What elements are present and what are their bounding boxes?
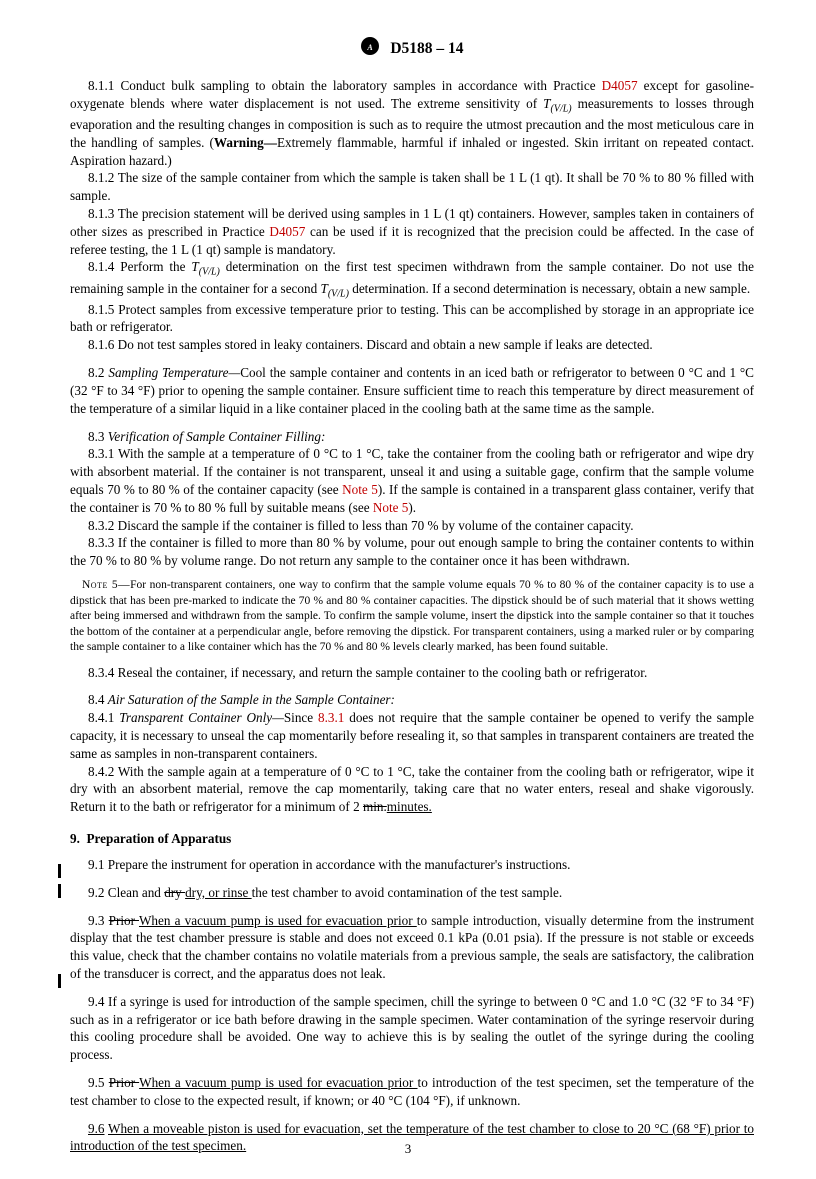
symbol: T [191, 259, 198, 274]
page-number: 3 [0, 1140, 816, 1158]
clause-number: 8.3 [88, 429, 104, 444]
section-number: 9. [70, 831, 80, 846]
underlined-text: When a vacuum pump is used for evacuatio… [139, 913, 417, 928]
change-bar [58, 884, 61, 898]
change-bar [58, 974, 61, 988]
clause-number: 8.1.5 [88, 302, 114, 317]
clause-number: 9.2 [88, 885, 104, 900]
para-9-4: 9.4 If a syringe is used for introductio… [70, 993, 754, 1064]
para-9-2: 9.2 Clean and dry dry, or rinse the test… [70, 884, 754, 902]
change-bar [58, 864, 61, 878]
para-9-1: 9.1 Prepare the instrument for operation… [70, 856, 754, 874]
clause-number: 9.3 [88, 913, 104, 928]
clause-number: 8.1.2 [88, 170, 114, 185]
text: the test chamber to avoid contamination … [252, 885, 563, 900]
subhead: Verification of Sample Container Filling… [108, 429, 326, 444]
para-8-2: 8.2 Sampling Temperature—Cool the sample… [70, 364, 754, 417]
underlined-text: dry, or rinse [185, 885, 252, 900]
clause-number: 8.3.4 [88, 665, 114, 680]
text: Perform the [120, 259, 191, 274]
text: determination. If a second determination… [349, 281, 750, 296]
clause-number: 8.1.4 [88, 259, 114, 274]
subhead: Transparent Container Only— [119, 710, 284, 725]
note-link[interactable]: Note 5 [373, 500, 409, 515]
subhead: Air Saturation of the Sample in the Samp… [108, 692, 395, 707]
strikethrough-text: Prior [109, 913, 139, 928]
text: ). [408, 500, 416, 515]
text: Reseal the container, if necessary, and … [118, 665, 648, 680]
strikethrough-text: dry [164, 885, 185, 900]
para-8-1-5: 8.1.5 Protect samples from excessive tem… [70, 301, 754, 337]
para-8-1-6: 8.1.6 Do not test samples stored in leak… [70, 336, 754, 354]
page-header: A D5188 – 14 [70, 36, 754, 63]
subscript: (V/L) [328, 288, 349, 299]
subhead: Sampling Temperature— [108, 365, 240, 380]
text: Do not test samples stored in leaky cont… [118, 337, 653, 352]
clause-number: 9.4 [88, 994, 104, 1009]
para-9-5: 9.5 Prior When a vacuum pump is used for… [70, 1074, 754, 1110]
para-8-3-3: 8.3.3 If the container is filled to more… [70, 534, 754, 570]
para-8-4-2: 8.4.2 With the sample again at a tempera… [70, 763, 754, 816]
reference-link[interactable]: D4057 [602, 78, 638, 93]
symbol: T [543, 96, 550, 111]
strikethrough-text: Prior [109, 1075, 139, 1090]
clause-number: 8.3.2 [88, 518, 114, 533]
clause-number: 8.1.1 [88, 78, 114, 93]
para-8-1-3: 8.1.3 The precision statement will be de… [70, 205, 754, 258]
astm-logo-icon: A [360, 36, 380, 63]
section-title: Preparation of Apparatus [86, 831, 231, 846]
clause-number: 8.2 [88, 365, 104, 380]
text: Conduct bulk sampling to obtain the labo… [120, 78, 601, 93]
clause-number: 9.1 [88, 857, 104, 872]
clause-number: 9.6 [88, 1121, 104, 1136]
text: Protect samples from excessive temperatu… [70, 302, 754, 335]
para-8-4-1: 8.4.1 Transparent Container Only—Since 8… [70, 709, 754, 762]
clause-number: 8.1.3 [88, 206, 114, 221]
text: Since [284, 710, 318, 725]
para-8-4: 8.4 Air Saturation of the Sample in the … [70, 691, 754, 709]
para-8-1-4: 8.1.4 Perform the T(V/L) determination o… [70, 258, 754, 300]
strikethrough-text: min. [363, 799, 387, 814]
text: The size of the sample container from wh… [70, 170, 754, 203]
symbol: T [320, 281, 327, 296]
clause-number: 8.4.1 [88, 710, 114, 725]
svg-text:A: A [367, 43, 374, 52]
clause-number: 8.1.6 [88, 337, 114, 352]
clause-number: 8.3.1 [88, 446, 114, 461]
clause-number: 8.4 [88, 692, 104, 707]
text: Prepare the instrument for operation in … [108, 857, 571, 872]
para-8-3-2: 8.3.2 Discard the sample if the containe… [70, 517, 754, 535]
subscript: (V/L) [551, 103, 572, 114]
para-8-3-1: 8.3.1 With the sample at a temperature o… [70, 445, 754, 516]
clause-number: 8.4.2 [88, 764, 114, 779]
note-5: Note 5—For non-transparent containers, o… [70, 578, 754, 656]
warning-label: Warning— [214, 135, 277, 150]
reference-link[interactable]: 8.3.1 [318, 710, 344, 725]
para-8-1-2: 8.1.2 The size of the sample container f… [70, 169, 754, 205]
reference-link[interactable]: D4057 [269, 224, 305, 239]
document-page: A D5188 – 14 8.1.1 Conduct bulk sampling… [0, 0, 816, 1179]
para-8-3-4: 8.3.4 Reseal the container, if necessary… [70, 664, 754, 682]
para-8-3: 8.3 Verification of Sample Container Fil… [70, 428, 754, 446]
clause-number: 9.5 [88, 1075, 104, 1090]
text: If the container is filled to more than … [70, 535, 754, 568]
note-text: For non-transparent containers, one way … [70, 579, 754, 653]
subscript: (V/L) [199, 267, 220, 278]
clause-number: 8.3.3 [88, 535, 114, 550]
underlined-text: When a vacuum pump is used for evacuatio… [139, 1075, 417, 1090]
underlined-text: minutes. [387, 799, 432, 814]
text: If a syringe is used for introduction of… [70, 994, 754, 1062]
text: Discard the sample if the container is f… [118, 518, 634, 533]
designation: D5188 – 14 [390, 40, 463, 57]
para-8-1-1: 8.1.1 Conduct bulk sampling to obtain th… [70, 77, 754, 169]
note-label: Note 5— [82, 579, 130, 591]
para-9-3: 9.3 Prior When a vacuum pump is used for… [70, 912, 754, 983]
section-9-head: 9. Preparation of Apparatus [70, 830, 754, 848]
text: Clean and [108, 885, 164, 900]
note-link[interactable]: Note 5 [342, 482, 378, 497]
